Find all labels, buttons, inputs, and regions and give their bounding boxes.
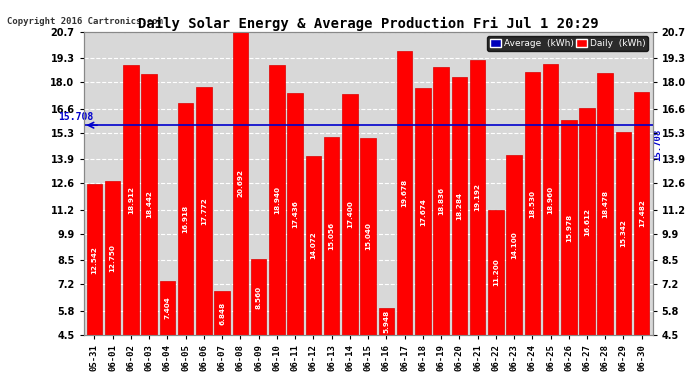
Bar [87, 184, 102, 335]
Text: 15.342: 15.342 [620, 219, 627, 248]
Text: 18.442: 18.442 [146, 190, 152, 218]
Bar [579, 108, 595, 335]
Text: 18.478: 18.478 [602, 190, 609, 218]
Text: 7.404: 7.404 [164, 296, 170, 319]
Bar [433, 67, 448, 335]
Text: 16.612: 16.612 [584, 208, 590, 236]
Bar [124, 65, 139, 335]
Bar [488, 210, 504, 335]
Text: 17.772: 17.772 [201, 197, 207, 225]
Legend: Average  (kWh), Daily  (kWh): Average (kWh), Daily (kWh) [487, 36, 648, 51]
Bar [615, 132, 631, 335]
Bar [451, 77, 467, 335]
Text: 19.192: 19.192 [475, 183, 480, 211]
Bar [159, 280, 175, 335]
Bar [105, 180, 121, 335]
Bar [251, 259, 266, 335]
Text: 18.960: 18.960 [548, 186, 553, 214]
Bar [215, 291, 230, 335]
Text: 15.708: 15.708 [653, 129, 662, 161]
Bar [470, 60, 485, 335]
Bar [269, 65, 285, 335]
Text: 14.072: 14.072 [310, 231, 317, 259]
Text: 14.100: 14.100 [511, 231, 517, 259]
Bar [360, 138, 376, 335]
Text: 11.200: 11.200 [493, 258, 499, 286]
Bar [415, 88, 431, 335]
Text: 15.040: 15.040 [365, 222, 371, 250]
Bar [543, 64, 558, 335]
Text: 18.530: 18.530 [529, 190, 535, 217]
Bar [233, 32, 248, 335]
Bar [342, 93, 357, 335]
Text: 17.436: 17.436 [292, 200, 298, 228]
Bar [634, 92, 649, 335]
Text: 15.056: 15.056 [328, 222, 335, 250]
Bar [524, 72, 540, 335]
Bar [598, 74, 613, 335]
Text: 12.750: 12.750 [110, 244, 116, 272]
Bar [324, 137, 339, 335]
Text: 19.678: 19.678 [402, 179, 408, 207]
Text: 18.940: 18.940 [274, 186, 280, 214]
Bar [397, 51, 413, 335]
Text: 17.482: 17.482 [639, 200, 644, 227]
Text: 5.948: 5.948 [384, 310, 389, 333]
Bar [306, 156, 321, 335]
Bar [287, 93, 303, 335]
Text: 18.284: 18.284 [456, 192, 462, 220]
Bar [506, 155, 522, 335]
Text: Copyright 2016 Cartronics.com: Copyright 2016 Cartronics.com [7, 17, 163, 26]
Text: 18.836: 18.836 [438, 187, 444, 215]
Title: Daily Solar Energy & Average Production Fri Jul 1 20:29: Daily Solar Energy & Average Production … [138, 16, 598, 31]
Bar [141, 74, 157, 335]
Text: 12.542: 12.542 [92, 246, 97, 274]
Text: 17.400: 17.400 [347, 200, 353, 228]
Text: 6.848: 6.848 [219, 302, 225, 324]
Text: 17.674: 17.674 [420, 198, 426, 226]
Text: 16.918: 16.918 [183, 205, 188, 233]
Bar [379, 308, 394, 335]
Text: 18.912: 18.912 [128, 186, 134, 214]
Text: 15.708: 15.708 [58, 112, 94, 122]
Text: 20.692: 20.692 [237, 170, 244, 197]
Text: 8.560: 8.560 [255, 285, 262, 309]
Bar [196, 87, 212, 335]
Bar [178, 102, 193, 335]
Text: 15.978: 15.978 [566, 213, 572, 242]
Bar [561, 120, 577, 335]
